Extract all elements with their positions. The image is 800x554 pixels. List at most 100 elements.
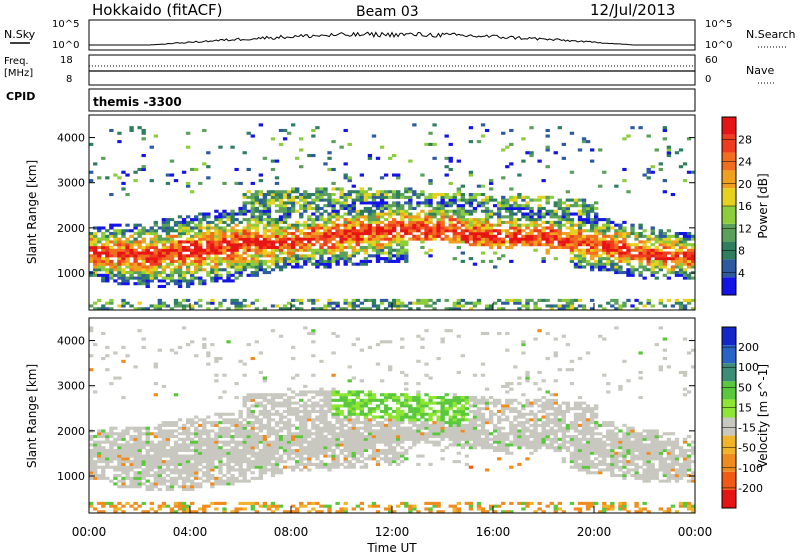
heatmap-cell bbox=[460, 195, 466, 199]
heatmap-cell bbox=[109, 223, 114, 227]
heatmap-cell bbox=[319, 387, 324, 391]
heatmap-cell bbox=[493, 240, 498, 244]
heatmap-cell bbox=[173, 462, 179, 466]
heatmap-cell bbox=[387, 212, 393, 216]
heatmap-cell bbox=[230, 418, 235, 422]
heatmap-cell bbox=[343, 257, 348, 261]
heatmap-cell bbox=[291, 187, 296, 191]
heatmap-cell bbox=[343, 435, 348, 439]
heatmap-cell bbox=[331, 331, 336, 336]
heatmap-cell bbox=[581, 201, 587, 205]
heatmap-cell bbox=[513, 234, 518, 238]
heatmap-cell bbox=[270, 446, 276, 450]
heatmap-cell bbox=[258, 429, 264, 433]
heatmap-cell bbox=[351, 407, 356, 411]
heatmap-cell bbox=[303, 198, 308, 202]
heatmap-cell bbox=[93, 259, 98, 263]
heatmap-cell bbox=[226, 223, 231, 227]
heatmap-cell bbox=[682, 268, 688, 272]
heatmap-cell bbox=[274, 507, 280, 511]
heatmap-cell bbox=[690, 298, 696, 302]
heatmap-cell bbox=[347, 142, 352, 146]
heatmap-cell bbox=[456, 212, 461, 216]
heatmap-cell bbox=[513, 212, 518, 216]
heatmap-cell bbox=[117, 271, 122, 275]
heatmap-cell bbox=[315, 237, 320, 241]
heatmap-cell bbox=[315, 446, 320, 450]
heatmap-cell bbox=[351, 398, 356, 402]
heatmap-cell bbox=[307, 215, 312, 219]
heatmap-cell bbox=[222, 279, 227, 283]
heatmap-cell bbox=[270, 429, 276, 433]
heatmap-cell bbox=[383, 412, 389, 416]
heatmap-cell bbox=[161, 468, 167, 472]
heatmap-cell bbox=[214, 379, 219, 383]
heatmap-cell bbox=[234, 507, 239, 511]
heatmap-cell bbox=[246, 223, 251, 227]
heatmap-cell bbox=[533, 212, 538, 216]
heatmap-cell bbox=[291, 401, 296, 405]
heatmap-cell bbox=[307, 254, 312, 258]
heatmap-cell bbox=[339, 443, 344, 447]
heatmap-cell bbox=[359, 195, 365, 199]
heatmap-cell bbox=[222, 451, 227, 455]
heatmap-cell bbox=[291, 396, 296, 400]
heatmap-cell bbox=[286, 307, 292, 311]
heatmap-cell bbox=[173, 429, 179, 433]
heatmap-cell bbox=[117, 479, 122, 483]
heatmap-cell bbox=[145, 245, 150, 250]
heatmap-cell bbox=[545, 298, 550, 302]
heatmap-cell bbox=[89, 460, 94, 464]
heatmap-cell bbox=[311, 462, 316, 466]
heatmap-cell bbox=[501, 204, 506, 208]
heatmap-cell bbox=[379, 379, 385, 383]
heatmap-cell bbox=[311, 248, 316, 252]
heatmap-cell bbox=[226, 259, 231, 263]
heatmap-cell bbox=[311, 128, 316, 133]
heatmap-cell bbox=[505, 215, 510, 219]
heatmap-cell bbox=[282, 137, 288, 141]
heatmap-cell bbox=[375, 240, 381, 244]
heatmap-cell bbox=[355, 446, 360, 450]
heatmap-cell bbox=[210, 245, 215, 250]
heatmap-cell bbox=[291, 232, 296, 236]
heatmap-cell bbox=[165, 465, 171, 469]
heatmap-cell bbox=[286, 259, 292, 263]
heatmap-cell bbox=[577, 209, 583, 213]
heatmap-cell bbox=[367, 454, 373, 458]
heatmap-cell bbox=[658, 248, 663, 252]
heatmap-cell bbox=[218, 262, 223, 266]
heatmap-cell bbox=[529, 240, 534, 244]
heatmap-cell bbox=[436, 234, 441, 238]
heatmap-cell bbox=[250, 421, 255, 425]
heatmap-cell bbox=[375, 237, 381, 241]
heatmap-cell bbox=[185, 487, 191, 492]
heatmap-cell bbox=[521, 137, 526, 141]
heatmap-cell bbox=[428, 142, 433, 146]
heatmap-cell bbox=[460, 193, 466, 197]
heatmap-cell bbox=[198, 454, 203, 458]
heatmap-cell bbox=[262, 232, 268, 236]
heatmap-cell bbox=[606, 268, 611, 272]
heatmap-cell bbox=[650, 273, 655, 277]
heatmap-cell bbox=[513, 232, 518, 236]
heatmap-cell bbox=[165, 276, 171, 280]
heatmap-cell bbox=[351, 426, 356, 430]
heatmap-cell bbox=[327, 437, 332, 441]
heatmap-cell bbox=[594, 262, 599, 266]
heatmap-cell bbox=[497, 232, 502, 236]
heatmap-cell bbox=[493, 301, 498, 305]
heatmap-cell bbox=[618, 223, 623, 227]
heatmap-cell bbox=[387, 451, 393, 455]
heatmap-cell bbox=[181, 448, 187, 453]
heatmap-cell bbox=[614, 262, 619, 266]
heatmap-cell bbox=[541, 195, 546, 199]
heatmap-cell bbox=[165, 229, 171, 233]
heatmap-cell bbox=[428, 198, 433, 202]
heatmap-cell bbox=[404, 259, 409, 263]
heatmap-cell bbox=[185, 504, 191, 508]
heatmap-cell bbox=[315, 234, 320, 238]
heatmap-cell bbox=[420, 209, 425, 213]
heatmap-cell bbox=[295, 465, 300, 469]
heatmap-cell bbox=[379, 251, 385, 255]
